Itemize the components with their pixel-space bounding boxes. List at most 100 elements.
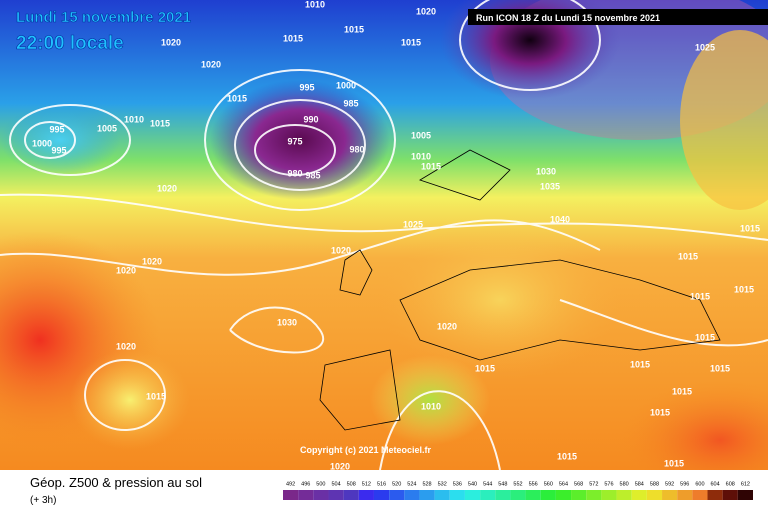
colorbar-label: 600 <box>695 481 704 487</box>
isobar-label: 1005 <box>411 130 431 140</box>
colorbar-swatch <box>601 490 617 500</box>
colorbar-swatch <box>722 490 738 500</box>
date: Lundi 15 novembre 2021 <box>16 9 191 26</box>
coastlines <box>319 149 721 431</box>
footer-title: Géop. Z500 & pression au sol <box>30 475 202 490</box>
colorbar-label: 572 <box>589 481 598 487</box>
copyright: Copyright (c) 2021 Meteociel.fr <box>300 445 432 455</box>
colorbar-label: 544 <box>483 481 492 487</box>
isobar-label: 1015 <box>734 284 754 294</box>
field <box>210 80 390 200</box>
isobar-label: 1015 <box>421 161 441 171</box>
colorbar-label: 500 <box>316 481 325 487</box>
isobar-label: 1015 <box>401 37 421 47</box>
isobar-label: 1015 <box>283 33 303 43</box>
isobars <box>0 0 768 470</box>
isobar-label: 1030 <box>536 166 556 176</box>
isobar-label: 1035 <box>540 181 560 191</box>
colorbar-label: 520 <box>392 481 401 487</box>
isobar-label: 1020 <box>116 265 136 275</box>
isobar-label: 995 <box>49 124 64 134</box>
isobar-label: 1015 <box>650 407 670 417</box>
isobar-label: 1010 <box>411 151 431 161</box>
run-box <box>468 9 768 25</box>
isobar-label: 980 <box>287 168 302 178</box>
colorbar-swatch <box>555 490 572 500</box>
colorbar-swatch <box>495 490 511 500</box>
time: 22:00 locale <box>16 33 124 54</box>
isobar-label: 1015 <box>150 118 170 128</box>
colorbar-label: 588 <box>650 481 659 487</box>
colorbar-swatch <box>373 490 390 500</box>
colorbar-swatch <box>540 490 556 500</box>
isobar-label: 1015 <box>678 251 698 261</box>
colorbar-swatch <box>358 490 374 500</box>
isobar-label: 1010 <box>305 0 325 9</box>
isobar-label: 1015 <box>695 332 715 342</box>
colorbar-label: 548 <box>498 481 507 487</box>
colorbar-label: 580 <box>620 481 629 487</box>
isobar-label: 1020 <box>142 256 162 266</box>
isobar-label: 985 <box>343 98 358 108</box>
colorbar-label: 556 <box>529 481 538 487</box>
colorbar-label: 528 <box>422 481 431 487</box>
colorbar-swatch <box>328 490 344 500</box>
isobar-label: 1015 <box>344 24 364 34</box>
colorbar-swatch <box>283 490 299 500</box>
colorbar-swatch <box>404 490 420 500</box>
isobar-label: 1020 <box>201 59 221 69</box>
isobar-label: 1015 <box>664 458 684 468</box>
isobar-label: 995 <box>299 82 314 92</box>
field <box>620 380 768 500</box>
colorbar-label: 552 <box>513 481 522 487</box>
isobar-label: 1015 <box>557 451 577 461</box>
colorbar-label: 524 <box>407 481 416 487</box>
colorbar-label: 576 <box>604 481 613 487</box>
colorbar-label: 612 <box>741 481 750 487</box>
colorbar-swatch <box>631 490 647 500</box>
footer-lead: (+ 3h) <box>30 495 56 506</box>
colorbar-swatch <box>586 490 602 500</box>
colorbar-swatch <box>480 490 496 500</box>
colorbar-label: 596 <box>680 481 689 487</box>
colorbar-swatch <box>646 490 663 500</box>
isobar-label: 1040 <box>550 214 570 224</box>
colorbar-swatch <box>419 490 435 500</box>
colorbar-label: 496 <box>301 481 310 487</box>
isobar-label: 1020 <box>157 183 177 193</box>
field <box>70 350 190 450</box>
isobar-label: 1015 <box>740 223 760 233</box>
colorbar-swatch <box>449 490 465 500</box>
colorbar-swatch <box>464 490 481 500</box>
colorbar-swatch <box>510 490 526 500</box>
isobar-label: 1010 <box>421 401 441 411</box>
colorbar-swatch <box>298 490 314 500</box>
colorbar-swatch <box>313 490 329 500</box>
colorbar-label: 592 <box>665 481 674 487</box>
colorbar-swatch <box>692 490 708 500</box>
colorbar-label: 508 <box>347 481 356 487</box>
isobar-label: 1005 <box>97 123 117 133</box>
isobar-label: 1020 <box>161 37 181 47</box>
isobar-labels: 1010 1020 1020 1015 1015 1015 1020 1015 995 1000 9… <box>32 0 760 471</box>
isobar-label: 1015 <box>475 363 495 373</box>
run-info: Run ICON 18 Z du Lundi 15 novembre 2021 <box>476 13 660 23</box>
colorbar-label: 536 <box>453 481 462 487</box>
isobar-label: 1015 <box>146 391 166 401</box>
isobar-label: 1020 <box>437 321 457 331</box>
field <box>680 30 768 210</box>
colorbar-label: 492 <box>286 481 295 487</box>
colorbar-swatch <box>677 490 693 500</box>
field <box>380 220 620 380</box>
isobar-label: 985 <box>305 170 320 180</box>
isobar-label: 1000 <box>336 80 356 90</box>
colorbar-swatch <box>707 490 723 500</box>
isobar-label: 990 <box>303 114 318 124</box>
colorbar-label: 604 <box>711 481 720 487</box>
isobar-label: 1020 <box>116 341 136 351</box>
isobar-label: 975 <box>287 136 302 146</box>
isobar-label: 1000 <box>32 138 52 148</box>
colorbar-swatch <box>525 490 541 500</box>
